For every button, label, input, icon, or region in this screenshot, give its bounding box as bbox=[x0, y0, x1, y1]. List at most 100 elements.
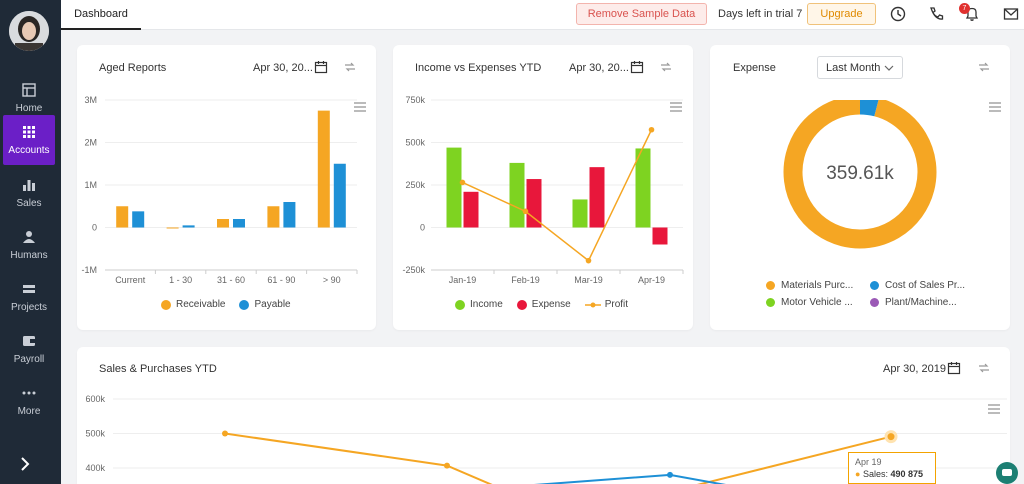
calendar-icon[interactable] bbox=[630, 60, 644, 74]
profit-line bbox=[462, 129, 653, 262]
bar-expense bbox=[463, 191, 479, 228]
legend-income[interactable]: Income bbox=[455, 299, 503, 310]
sidebar-item-more[interactable]: More bbox=[3, 376, 55, 426]
y-tick-label: 0 bbox=[420, 223, 425, 233]
refresh-icon[interactable] bbox=[343, 60, 357, 74]
sidebar-item-label: Humans bbox=[10, 249, 48, 261]
legend-label: Plant/Machine... bbox=[885, 297, 957, 308]
card-date: Apr 30, 20... bbox=[569, 62, 629, 74]
home-icon bbox=[22, 82, 36, 97]
tooltip-title: Apr 19 bbox=[855, 457, 882, 467]
legend-item[interactable]: Motor Vehicle ... bbox=[766, 297, 853, 308]
sidebar-item-payroll[interactable]: Payroll bbox=[3, 324, 55, 374]
legend-payable[interactable]: Payable bbox=[239, 299, 291, 310]
x-tick-label: Mar-19 bbox=[574, 275, 603, 285]
sidebar-item-humans[interactable]: Humans bbox=[3, 220, 55, 270]
sidebar-item-label: Home bbox=[15, 102, 43, 114]
menu-icon[interactable] bbox=[354, 102, 366, 112]
profit-point bbox=[459, 179, 466, 186]
legend-item[interactable]: Cost of Sales Pr... bbox=[870, 280, 965, 291]
legend-profit[interactable]: Profit bbox=[584, 299, 628, 310]
legend-swatch bbox=[766, 298, 775, 307]
menu-icon[interactable] bbox=[988, 404, 1000, 414]
avatar[interactable] bbox=[9, 11, 49, 51]
more-icon bbox=[22, 391, 36, 394]
sidebar-item-home[interactable]: Home bbox=[3, 73, 55, 123]
bar-receivable bbox=[317, 110, 330, 228]
bar-income bbox=[572, 199, 588, 228]
sidebar-item-projects[interactable]: Projects bbox=[3, 272, 55, 322]
y-tick-label: 3M bbox=[84, 95, 97, 105]
refresh-icon[interactable] bbox=[977, 361, 991, 375]
chat-button[interactable] bbox=[996, 462, 1018, 484]
legend-line-swatch bbox=[584, 302, 601, 307]
sidebar: Home Accounts Sales Humans Projects Payr… bbox=[0, 0, 61, 484]
avatar-image bbox=[9, 11, 49, 51]
legend-label: Cost of Sales Pr... bbox=[885, 280, 966, 291]
refresh-icon[interactable] bbox=[659, 60, 673, 74]
sidebar-item-sales[interactable]: Sales bbox=[3, 168, 55, 218]
bar-receivable bbox=[116, 206, 129, 228]
bar-payable bbox=[182, 225, 195, 228]
projects-icon bbox=[23, 284, 35, 293]
card-title: Income vs Expenses YTD bbox=[415, 62, 542, 74]
collapse-sidebar-button[interactable] bbox=[18, 456, 38, 476]
legend-label: Income bbox=[470, 299, 503, 310]
notification-badge: 7 bbox=[959, 3, 970, 14]
calendar-icon[interactable] bbox=[947, 361, 961, 375]
bar-income bbox=[509, 162, 525, 228]
chat-icon bbox=[1002, 469, 1012, 476]
sales-purchases-chart: 600k 500k 400k bbox=[85, 394, 1007, 484]
sidebar-item-label: Sales bbox=[16, 197, 42, 209]
bar-expense bbox=[652, 227, 668, 245]
chevron-right-icon bbox=[21, 457, 30, 471]
calendar-icon[interactable] bbox=[314, 60, 328, 74]
refresh-icon[interactable] bbox=[977, 60, 991, 74]
y-tick-label: 600k bbox=[85, 394, 105, 404]
legend-receivable[interactable]: Receivable bbox=[161, 299, 225, 310]
mail-icon[interactable] bbox=[1002, 5, 1020, 23]
chart-tooltip: Apr 19 ● Sales: 490 875 bbox=[848, 452, 936, 484]
card-date: Apr 30, 20... bbox=[253, 62, 313, 74]
sales-line bbox=[224, 432, 892, 484]
bar-income bbox=[446, 147, 462, 228]
tooltip-value: 490 875 bbox=[890, 469, 924, 479]
menu-icon[interactable] bbox=[989, 102, 1001, 112]
menu-icon[interactable] bbox=[670, 102, 682, 112]
select-value: Last Month bbox=[826, 61, 881, 74]
legend-item[interactable]: Plant/Machine... bbox=[870, 297, 957, 308]
wallet-icon bbox=[23, 335, 35, 346]
clock-icon[interactable] bbox=[889, 5, 907, 23]
sidebar-item-label: More bbox=[17, 405, 41, 417]
profit-point bbox=[522, 208, 529, 215]
remove-sample-data-button[interactable]: Remove Sample Data bbox=[576, 3, 707, 25]
slice-cost-of-sales bbox=[783, 100, 937, 249]
y-tick-label: 1M bbox=[84, 180, 97, 190]
sales-point bbox=[222, 430, 228, 437]
phone-icon[interactable] bbox=[927, 5, 945, 23]
income-expenses-chart: 750k 500k 250k 0 -250k Jan-19 Feb-19 Mar-19 Apr-… bbox=[402, 95, 684, 285]
chevron-down-icon bbox=[884, 65, 894, 71]
x-tick-label: 1 - 30 bbox=[169, 275, 192, 285]
y-tick-label: -250k bbox=[402, 265, 425, 275]
y-tick-label: 0 bbox=[92, 223, 97, 233]
bar-receivable bbox=[166, 227, 179, 229]
aged-reports-chart: 3M 2M 1M 0 -1M Current 1 - 30 31 - 60 61 - 90 > 9… bbox=[82, 95, 358, 285]
legend-swatch bbox=[161, 299, 171, 310]
upgrade-button[interactable]: Upgrade bbox=[807, 3, 876, 25]
tab-dashboard[interactable]: Dashboard bbox=[61, 0, 141, 30]
aged-reports-card: Aged Reports Apr 30, 20... 3M 2M 1M 0 -1M Cur… bbox=[77, 45, 376, 330]
y-tick-label: 2M bbox=[84, 138, 97, 148]
sidebar-item-accounts[interactable]: Accounts bbox=[3, 115, 55, 165]
bar-payable bbox=[283, 202, 296, 228]
y-tick-label: 400k bbox=[85, 463, 105, 473]
profit-point bbox=[648, 126, 655, 133]
card-title: Aged Reports bbox=[99, 62, 167, 74]
period-select[interactable]: Last Month bbox=[817, 56, 903, 79]
legend-expense[interactable]: Expense bbox=[516, 299, 571, 310]
y-tick-label: 500k bbox=[405, 138, 425, 148]
legend-item[interactable]: Materials Purc... bbox=[766, 280, 853, 291]
bar-expense bbox=[589, 167, 605, 228]
income-expenses-card: Income vs Expenses YTD Apr 30, 20... 750… bbox=[393, 45, 693, 330]
x-tick-label: Jan-19 bbox=[449, 275, 477, 285]
